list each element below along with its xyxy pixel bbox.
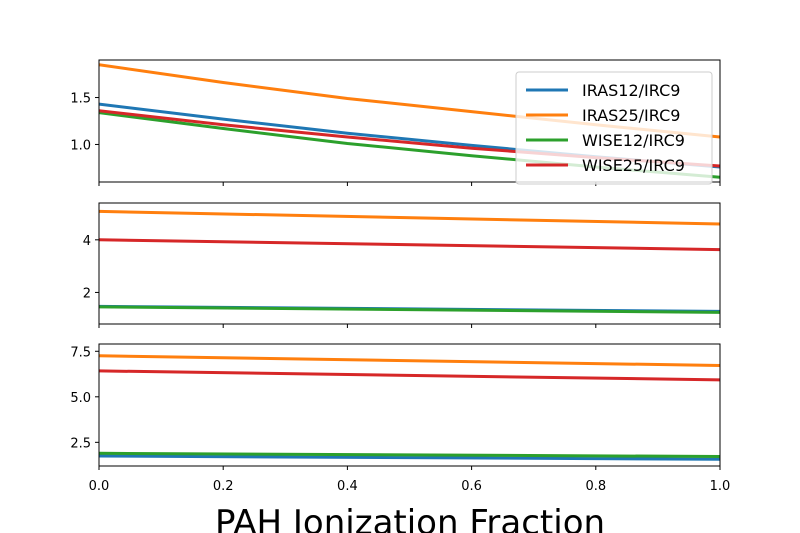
y-tick-label: 2 xyxy=(83,286,91,301)
y-tick-label: 5.0 xyxy=(70,391,91,406)
panel-3: 2.5 5.0 7.5 xyxy=(70,343,721,470)
y-tick-label: 2.5 xyxy=(70,436,91,451)
panel-2: 24 xyxy=(83,202,721,328)
panel-frame xyxy=(98,343,721,467)
x-axis-label: PAH Ionization Fraction xyxy=(215,503,605,533)
y-tick-label: 7.5 xyxy=(70,345,91,360)
legend-label-wise12-irc9: WISE12/IRC9 xyxy=(582,131,685,150)
series-line-iras25-irc9-panel-3 xyxy=(99,354,720,367)
series-line-iras25-irc9-panel-2 xyxy=(99,209,720,226)
x-tick-label: 0.0 xyxy=(89,479,110,494)
x-tick-label: 0.4 xyxy=(337,479,358,494)
legend-box xyxy=(515,71,713,185)
panel-frame xyxy=(98,202,721,325)
x-tick-label: 0.8 xyxy=(585,479,606,494)
x-tick-label: 1.0 xyxy=(710,479,731,494)
panel-frame xyxy=(98,59,721,183)
legend: IRAS12/IRC9 IRAS25/IRC9 WISE12/IRC9 WISE25/… xyxy=(515,71,713,185)
series-line-iras12-irc9-panel-3 xyxy=(99,454,720,461)
x-tick-label: 0.6 xyxy=(461,479,482,494)
series-line-wise12-irc9-panel-3 xyxy=(99,451,720,458)
y-tick-label: 1.0 xyxy=(70,138,91,153)
y-tick-label: 1.5 xyxy=(70,92,91,107)
x-tick-label: 0.2 xyxy=(213,479,234,494)
legend-label-iras12-irc9: IRAS12/IRC9 xyxy=(582,81,680,100)
legend-label-wise25-irc9: WISE25/IRC9 xyxy=(582,156,685,175)
series-line-wise25-irc9-panel-3 xyxy=(99,369,720,382)
series-line-wise25-irc9-panel-2 xyxy=(99,238,720,252)
y-tick-label: 4 xyxy=(83,234,91,249)
series-line-wise12-irc9-panel-2 xyxy=(99,305,720,314)
legend-label-iras25-irc9: IRAS25/IRC9 xyxy=(582,106,680,125)
